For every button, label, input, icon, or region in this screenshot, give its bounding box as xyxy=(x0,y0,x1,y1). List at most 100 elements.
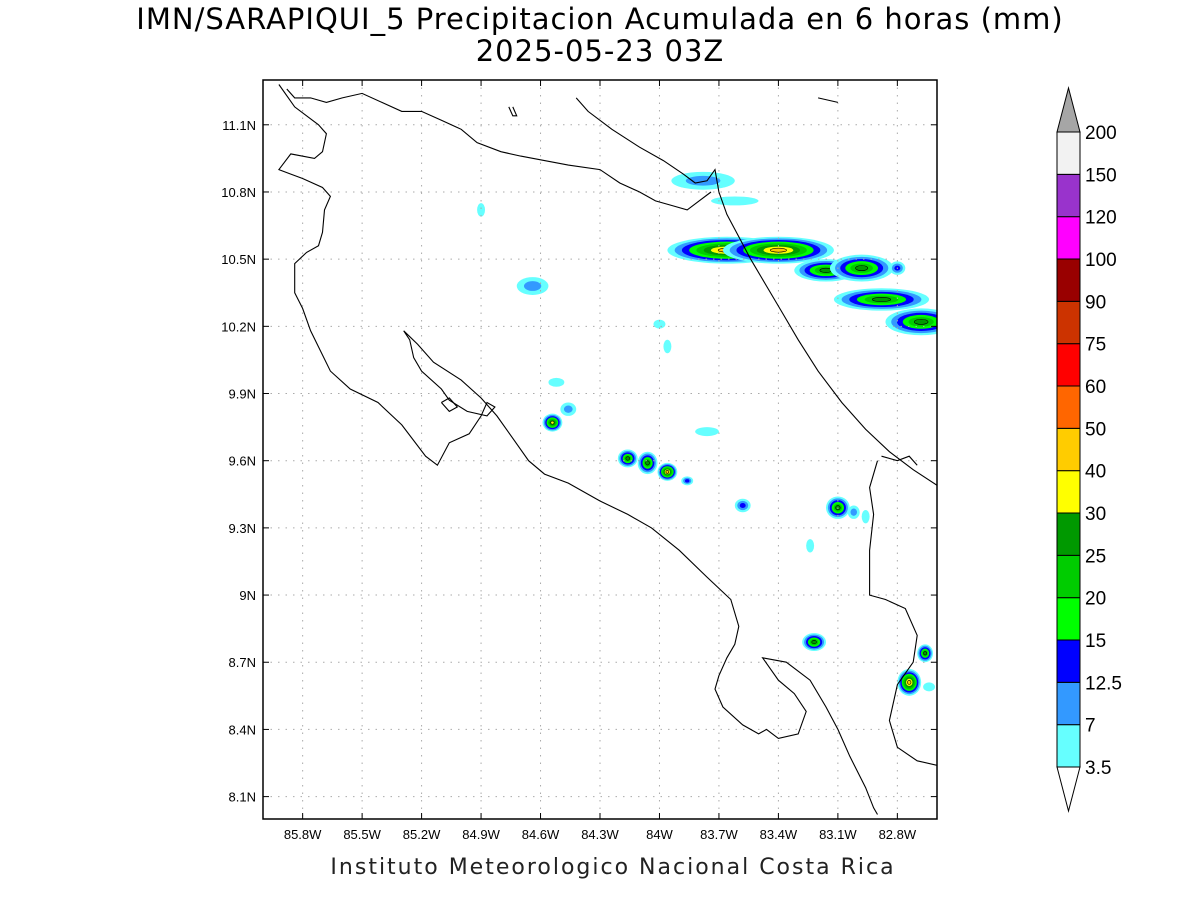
colorbar-swatch xyxy=(1056,554,1081,599)
colorbar-label: 75 xyxy=(1085,335,1106,356)
colorbar-label: 3.5 xyxy=(1085,758,1111,779)
lon-tick-label: 85.5W xyxy=(343,827,381,842)
colorbar-swatch xyxy=(1056,681,1081,726)
lat-tick-label: 9N xyxy=(239,588,256,603)
graticule xyxy=(263,80,937,819)
lat-tick-label: 9.3N xyxy=(229,521,256,536)
lon-tick-label: 84.3W xyxy=(581,827,619,842)
colorbar-swatch xyxy=(1056,639,1081,683)
colorbar-label: 100 xyxy=(1085,250,1117,271)
colorbar-swatch xyxy=(1056,512,1081,556)
precip-cell xyxy=(542,413,563,432)
precip-contour-25 xyxy=(645,460,650,466)
colorbar-swatch xyxy=(1056,385,1081,429)
precip-cell xyxy=(548,377,565,387)
lon-tick-label: 84.6W xyxy=(522,827,560,842)
precip-contour-25 xyxy=(625,456,630,461)
lon-tick-label: 84.9W xyxy=(462,827,500,842)
colorbar-swatch xyxy=(1056,258,1081,302)
coastline-path xyxy=(440,397,459,413)
footer-credit: Instituto Meteorologico Nacional Costa R… xyxy=(330,855,896,880)
precip-cell xyxy=(806,539,815,553)
precip-cell xyxy=(663,339,672,354)
colorbar-swatch xyxy=(1056,427,1081,472)
precip-cell xyxy=(833,288,930,311)
precip-cell xyxy=(657,462,678,481)
precip-contour-3_5 xyxy=(548,377,565,387)
precip-cell xyxy=(637,451,658,475)
colorbar-over-arrow xyxy=(1056,86,1081,133)
lat-tick-label: 9.6N xyxy=(229,454,256,469)
precip-cell xyxy=(653,319,666,329)
precip-contour-3_5 xyxy=(711,196,759,206)
colorbar-label: 120 xyxy=(1085,208,1117,229)
precip-cell xyxy=(560,402,577,416)
precip-cell xyxy=(695,427,719,437)
lon-tick-label: 83.7W xyxy=(700,827,738,842)
colorbar-under-arrow xyxy=(1056,766,1081,813)
colorbar-label: 7 xyxy=(1085,716,1096,737)
precip-cell xyxy=(829,254,894,282)
precip-contour-3_5 xyxy=(806,539,815,553)
precip-contour-25 xyxy=(913,318,929,325)
precip-contour-25 xyxy=(855,265,869,272)
lat-tick-label: 8.4N xyxy=(229,722,256,737)
colorbar-swatch xyxy=(1056,173,1081,218)
lat-tick-label: 9.9N xyxy=(229,387,256,402)
precip-contour-40 xyxy=(769,247,787,253)
lat-tick-label: 10.8N xyxy=(221,185,256,200)
precip-contour-12_5 xyxy=(684,479,690,483)
lon-tick-label: 82.8W xyxy=(879,827,917,842)
precip-cell xyxy=(802,633,826,652)
map-valid-time: 2025-05-23 03Z xyxy=(475,34,725,68)
precip-contour-25 xyxy=(811,640,817,645)
colorbar-swatch xyxy=(1056,131,1081,175)
precip-contour-7 xyxy=(563,405,573,413)
precipitation-layer xyxy=(477,171,937,696)
precip-contour-3_5 xyxy=(477,203,486,217)
precip-cell xyxy=(917,644,934,663)
precip-contour-40 xyxy=(907,680,912,685)
precip-contour-40 xyxy=(665,470,670,474)
colorbar: 3.5 7 12.5 15 20 25 30 40 50 60 75 90 100 120 150 200 xyxy=(1056,86,1122,813)
colorbar-label: 200 xyxy=(1085,123,1117,144)
coastline-path xyxy=(817,97,839,103)
precip-contour-3_5 xyxy=(861,509,870,524)
lat-tick-label: 8.7N xyxy=(229,655,256,670)
precip-contour-30 xyxy=(550,420,555,425)
colorbar-label: 25 xyxy=(1085,546,1106,567)
colorbar-label: 150 xyxy=(1085,165,1117,186)
precip-contour-7 xyxy=(523,281,542,291)
precip-cell xyxy=(847,505,860,519)
lon-tick-label: 83.4W xyxy=(760,827,798,842)
colorbar-swatch xyxy=(1056,724,1081,768)
precip-contour-25 xyxy=(923,651,927,656)
precip-cell xyxy=(681,476,694,486)
precip-cell xyxy=(722,236,834,264)
lon-tick-label: 84W xyxy=(646,827,673,842)
colorbar-label: 60 xyxy=(1085,377,1106,398)
precip-cell xyxy=(897,668,922,696)
precip-cell xyxy=(617,449,638,468)
coastline-path xyxy=(869,460,937,766)
colorbar-label: 20 xyxy=(1085,589,1106,610)
precip-cell xyxy=(711,196,759,206)
lat-tick-label: 10.5N xyxy=(221,252,256,267)
map-title: IMN/SARAPIQUI_5 Precipitacion Acumulada … xyxy=(136,2,1064,36)
colorbar-swatch xyxy=(1056,597,1081,641)
coastlines xyxy=(278,84,937,815)
colorbar-label: 50 xyxy=(1085,419,1106,440)
coastline-path xyxy=(575,97,937,486)
precip-cell xyxy=(885,308,937,336)
precip-contour-3_5 xyxy=(663,339,672,354)
precip-contour-3_5 xyxy=(695,427,719,437)
precip-cell xyxy=(516,277,549,295)
lat-tick-label: 8.1N xyxy=(229,790,256,805)
colorbar-swatch xyxy=(1056,470,1081,514)
colorbar-swatch xyxy=(1056,343,1081,387)
precip-cell xyxy=(861,509,870,524)
precip-contour-3_5 xyxy=(653,319,666,329)
coastline-path xyxy=(278,84,878,815)
precip-contour-3_5 xyxy=(923,682,936,692)
